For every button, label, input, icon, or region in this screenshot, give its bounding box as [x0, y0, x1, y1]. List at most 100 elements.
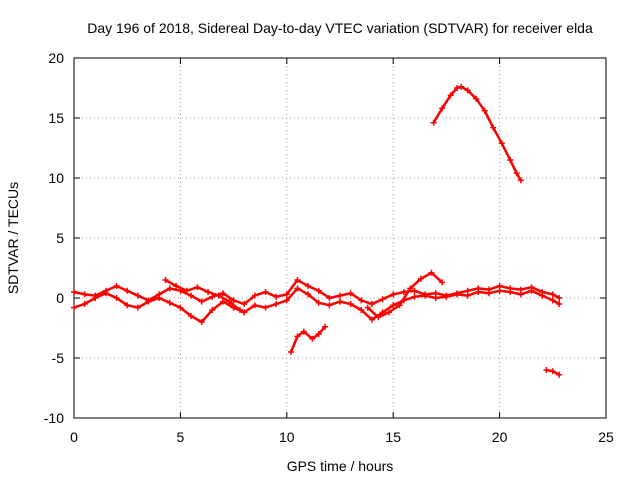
data-point [145, 298, 152, 305]
data-point [124, 302, 131, 309]
data-point [368, 301, 375, 307]
data-point [556, 295, 563, 301]
data-point [517, 177, 524, 184]
data-point [496, 287, 503, 294]
data-point [283, 291, 290, 298]
data-point [230, 297, 237, 304]
data-point [236, 307, 243, 313]
data-point [102, 290, 109, 297]
data-point [447, 92, 454, 99]
data-point [443, 293, 450, 300]
grid [74, 58, 606, 418]
data-point [400, 289, 407, 295]
series-arc-6 [430, 83, 524, 184]
data-point [294, 277, 301, 283]
data-point [209, 293, 216, 300]
data-point [326, 302, 333, 309]
data-point [241, 301, 248, 307]
data-point [507, 289, 514, 295]
series-arc-1 [71, 277, 563, 307]
x-tick-label: 25 [598, 429, 614, 445]
data-point [364, 304, 371, 311]
data-point [411, 287, 418, 294]
data-point [241, 309, 248, 316]
data-point [188, 313, 195, 319]
x-tick-label: 5 [177, 429, 185, 445]
data-point [315, 287, 322, 294]
x-tick-label: 0 [70, 429, 78, 445]
data-point [309, 335, 316, 342]
data-point [432, 295, 439, 301]
data-point [347, 290, 354, 297]
data-point [134, 292, 141, 299]
data-point [407, 285, 414, 292]
series-arc-7 [543, 367, 563, 378]
data-point [305, 291, 312, 298]
data-point [337, 292, 343, 299]
data-point [198, 298, 205, 305]
data-point [473, 95, 480, 102]
y-tick-label: -10 [44, 410, 64, 426]
data-point [92, 295, 99, 301]
x-tick-label: 10 [279, 429, 295, 445]
y-tick-label: 0 [56, 290, 64, 306]
y-tick-label: 10 [48, 170, 64, 186]
data-point [368, 316, 375, 323]
data-point [358, 307, 365, 313]
data-point [417, 275, 424, 282]
data-point [134, 304, 141, 311]
data-point [173, 283, 180, 289]
data-point [490, 124, 497, 131]
data-point [113, 295, 120, 301]
data-point [205, 289, 212, 295]
data-point [251, 302, 258, 309]
data-point [485, 290, 492, 297]
data-point [305, 283, 312, 289]
data-point [390, 302, 397, 309]
y-tick-label: 5 [56, 230, 64, 246]
data-point [475, 289, 482, 295]
series-line [366, 271, 444, 319]
data-point [454, 291, 461, 298]
series-arc-3 [162, 277, 243, 313]
data-point [209, 307, 216, 313]
data-point [283, 297, 290, 304]
data-point [396, 302, 403, 309]
data-point [124, 287, 131, 294]
data-point [300, 328, 307, 335]
y-axis-label: SDTVAR / TECUs [5, 182, 21, 294]
data-point [288, 349, 295, 355]
y-tick-labels: -10 -5 0 5 10 15 20 [44, 50, 64, 426]
y-tick-label: -5 [52, 350, 65, 366]
data-point [430, 119, 437, 126]
data-point [156, 295, 163, 301]
data-point [428, 269, 435, 276]
data-point [113, 283, 120, 289]
series-arc-2 [71, 285, 563, 325]
data-point [166, 285, 173, 292]
data-point [262, 304, 269, 311]
data-point [81, 291, 88, 298]
data-point [464, 292, 471, 299]
series-line [164, 278, 242, 312]
x-tick-label: 15 [385, 429, 401, 445]
y-tick-label: 20 [48, 50, 64, 66]
data-point [315, 299, 322, 306]
data-point [411, 293, 418, 300]
data-point [188, 292, 195, 299]
data-point [556, 301, 563, 307]
data-point [498, 140, 505, 147]
chart-title: Day 196 of 2018, Sidereal Day-to-day VTE… [87, 20, 593, 36]
data-point [375, 314, 382, 321]
data-point [71, 289, 77, 295]
data-point [481, 107, 488, 114]
data-point [226, 298, 233, 305]
series-line [289, 325, 327, 354]
data-point [251, 292, 258, 299]
data-point [262, 289, 269, 295]
series-arc-4 [364, 269, 446, 321]
data-point [358, 297, 365, 304]
data-point [539, 292, 546, 299]
data-point [556, 371, 563, 378]
x-axis-label: GPS time / hours [287, 458, 394, 474]
